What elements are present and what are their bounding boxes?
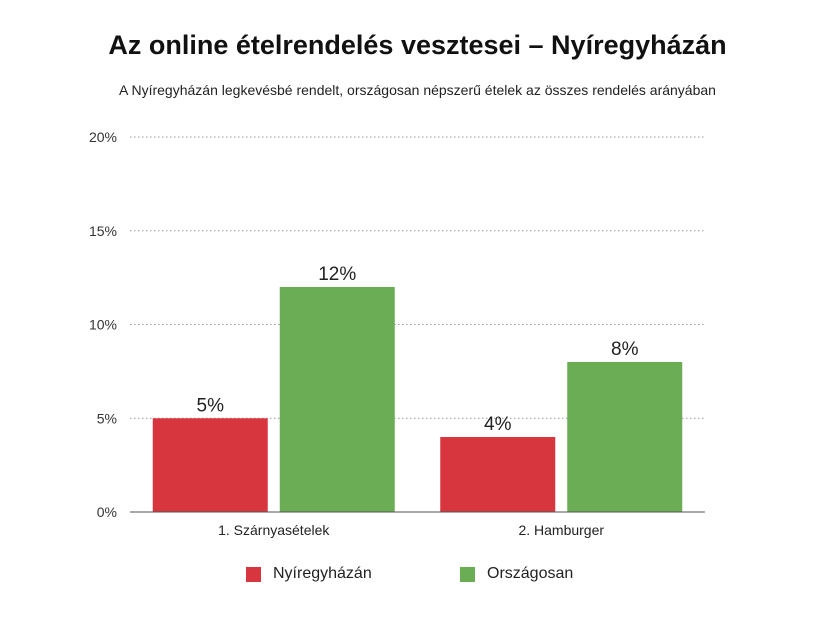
x-category-label: 2. Hamburger <box>518 522 604 538</box>
legend-swatch-orszagosan <box>460 566 475 582</box>
bar <box>152 418 268 512</box>
data-label: 4% <box>484 414 512 435</box>
chart-subtitle: A Nyíregyházán legkevésbé rendelt, orszá… <box>119 82 716 98</box>
legend-item-nyiregyhazan: Nyíregyházán <box>246 565 372 583</box>
y-tick-label: 15% <box>89 223 117 239</box>
bars <box>152 287 683 512</box>
x-axis-categories: 1. Szárnyasételek 2. Hamburger <box>218 522 604 538</box>
y-tick-label: 5% <box>97 410 117 426</box>
y-tick-label: 20% <box>89 129 117 145</box>
y-axis-ticks: 0% 5% 10% 15% 20% <box>89 129 117 520</box>
bar <box>279 287 395 512</box>
bar <box>440 437 556 512</box>
data-label: 12% <box>318 264 356 285</box>
data-label: 5% <box>197 395 225 416</box>
chart-title: Az online ételrendelés vesztesei – Nyíre… <box>108 30 727 60</box>
legend-label-nyiregyhazan: Nyíregyházán <box>273 565 372 582</box>
legend-item-orszagosan: Országosan <box>460 565 573 583</box>
legend: Nyíregyházán Országosan <box>0 565 835 589</box>
data-labels: 5% 12% 4% 8% <box>197 264 639 435</box>
legend-label-orszagosan: Országosan <box>487 565 574 582</box>
y-tick-label: 10% <box>89 317 117 333</box>
y-tick-label: 0% <box>97 504 117 520</box>
bar <box>567 362 683 512</box>
legend-swatch-nyiregyhazan <box>246 566 261 582</box>
data-label: 8% <box>611 339 639 360</box>
x-category-label: 1. Szárnyasételek <box>218 522 330 538</box>
